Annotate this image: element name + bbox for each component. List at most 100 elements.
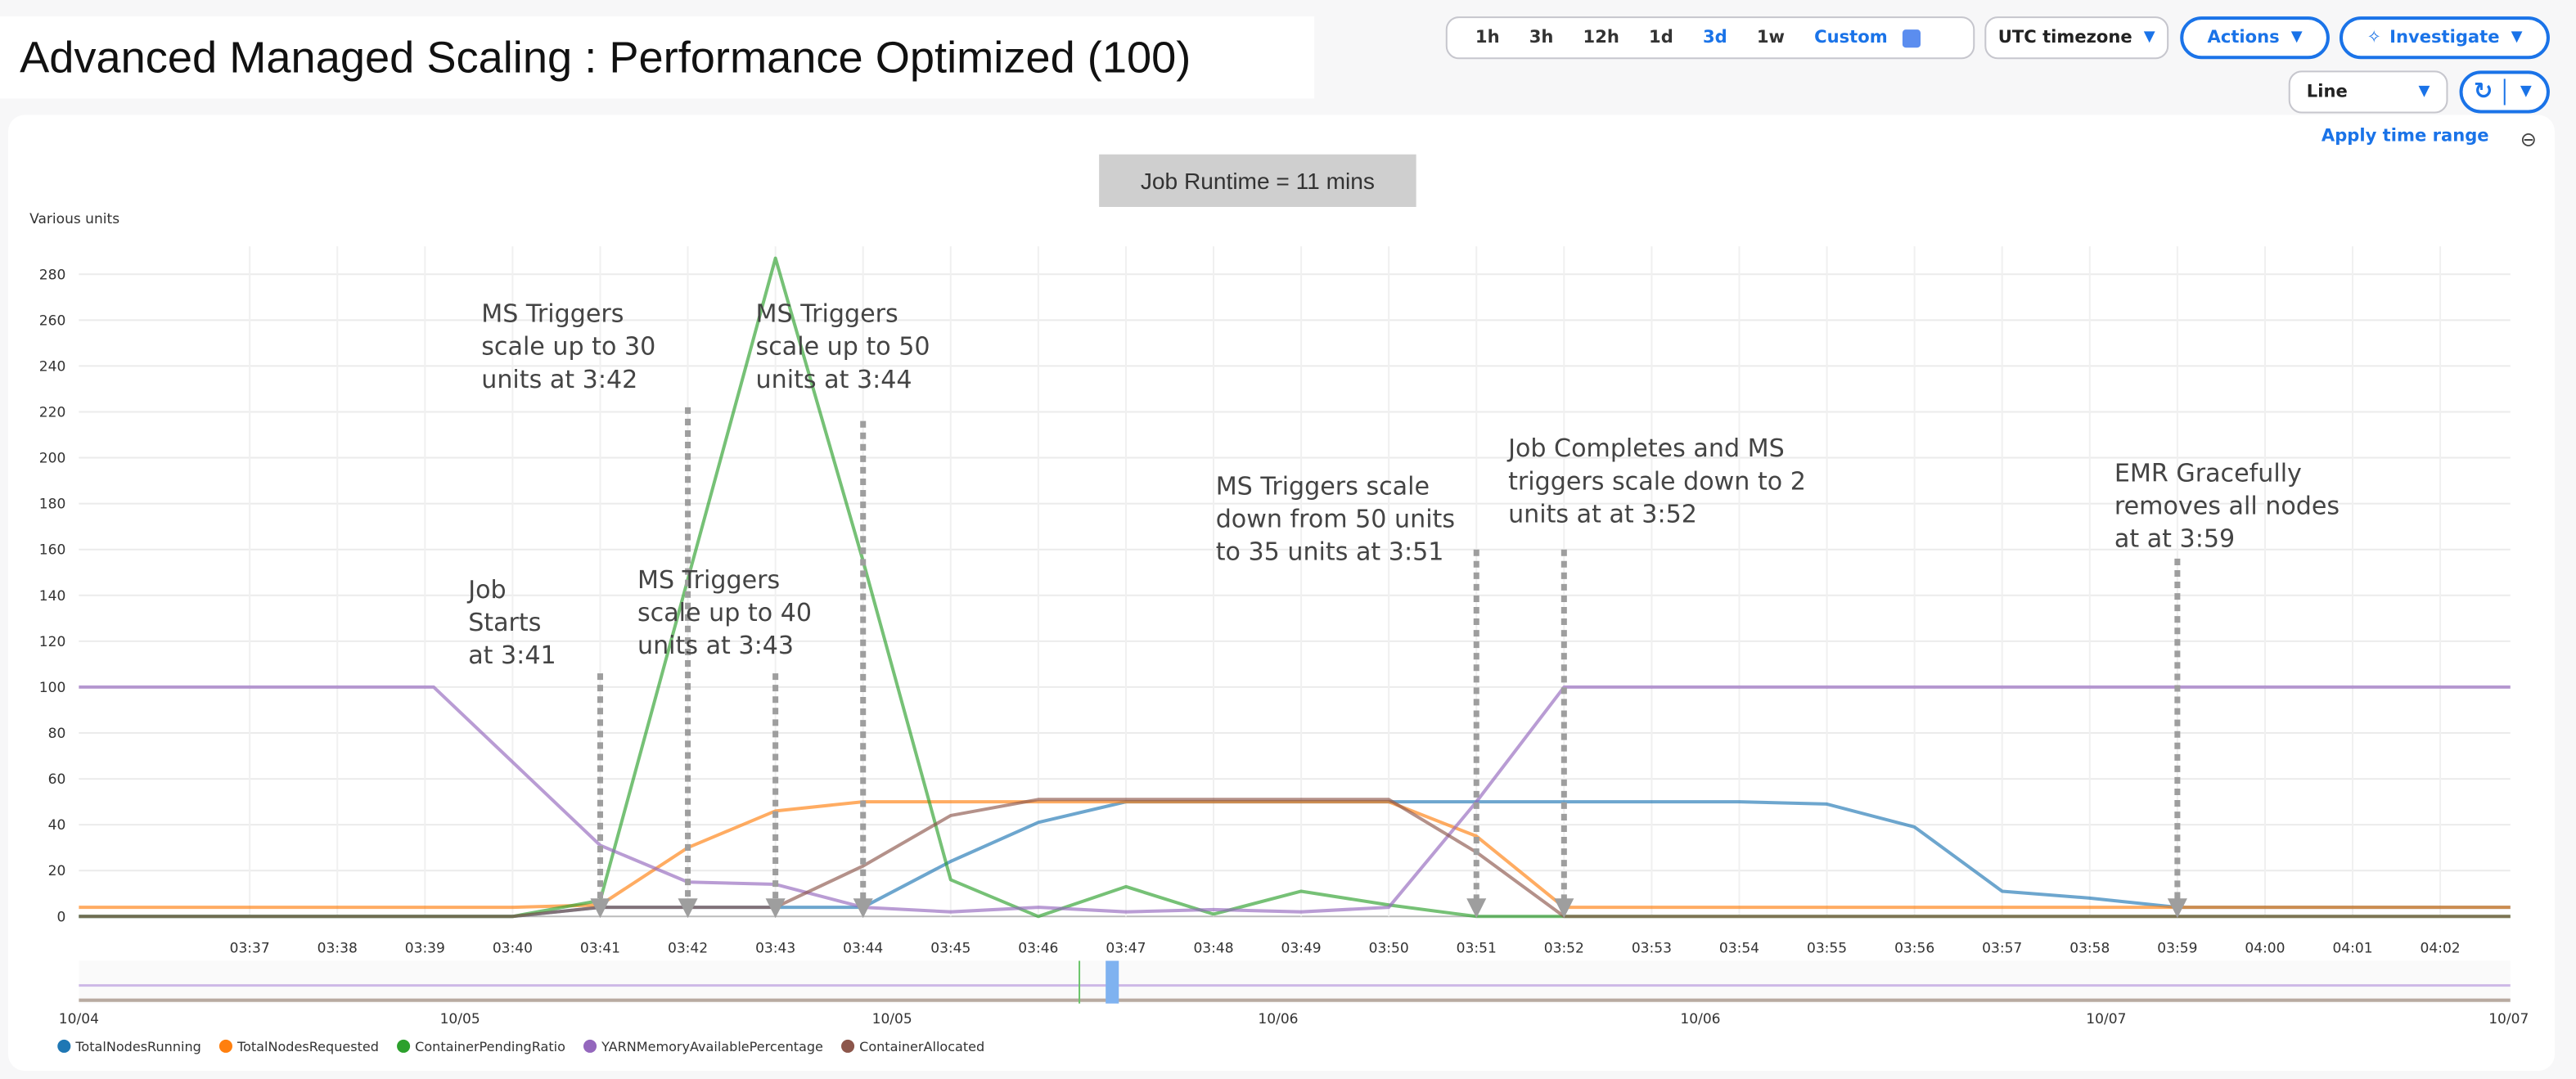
x-tick-label: 03:50 [1369,940,1409,956]
annotation-text: EMR Gracefully [2114,459,2302,488]
arrow-head-icon [2167,898,2187,919]
overview-date-label: 10/06 [1680,1011,1720,1027]
annotation-text: Job Completes and MS [1506,434,1785,463]
x-tick-label: 03:40 [493,940,533,956]
arrow-head-icon [1466,898,1487,919]
chart-type-select[interactable]: Line ▼ [2288,70,2448,114]
overview-strip[interactable] [79,960,2511,1004]
refresh-button-group[interactable]: ↻ ▼ [2459,70,2550,114]
overview-selection-handle[interactable] [1106,960,1119,1004]
y-tick-label: 60 [48,771,66,788]
annotation-text: scale up to 50 [756,333,930,362]
annotation-text: at at 3:59 [2114,525,2235,554]
time-range-1h[interactable]: 1h [1475,28,1500,48]
actions-button[interactable]: Actions ▼ [2180,16,2330,60]
y-tick-label: 280 [39,267,66,283]
x-tick-label: 03:52 [1544,940,1584,956]
legend-item-ContainerAllocated[interactable]: ContainerAllocated [859,1039,984,1054]
legend-marker-icon [583,1039,597,1053]
x-tick-label: 03:47 [1106,940,1146,956]
caret-down-icon: ▼ [2418,83,2430,101]
annotation-text: units at 3:42 [481,366,637,394]
time-range-1w[interactable]: 1w [1756,28,1786,48]
legend-marker-icon [397,1039,411,1053]
time-range-1d[interactable]: 1d [1649,28,1673,48]
x-tick-label: 04:02 [2421,940,2461,956]
timezone-dropdown[interactable]: UTC timezone ▼ [1984,16,2169,60]
y-tick-label: 0 [56,909,65,925]
legend-item-ContainerPendingRatio[interactable]: ContainerPendingRatio [415,1039,565,1054]
y-tick-label: 160 [39,542,66,559]
page-title: Advanced Managed Scaling : Performance O… [0,16,1315,99]
series-line-ContainerPendingRatio [79,256,2511,919]
timezone-label: UTC timezone [1997,28,2132,48]
arrow-head-icon [678,898,698,919]
x-tick-label: 03:45 [930,940,971,956]
arrow-head-icon [1554,898,1574,919]
annotation-text: MS Triggers [481,300,624,329]
x-tick-label: 03:44 [843,940,883,956]
y-tick-label: 220 [39,404,66,420]
overview-date-label: 10/04 [59,1011,99,1027]
overview-date-label: 10/07 [2488,1011,2529,1027]
y-tick-label: 20 [48,863,66,879]
annotation-text: down from 50 units [1216,505,1455,533]
x-tick-label: 03:53 [1632,940,1672,956]
y-tick-label: 180 [39,497,66,513]
job-runtime-label: Job Runtime = 11 mins [1099,154,1416,207]
time-range-selector[interactable]: 1h 3h 12h 1d 3d 1w Custom [1445,16,1975,60]
investigate-button[interactable]: ✧ Investigate ▼ [2339,16,2550,60]
series-line-TotalNodesRequested [79,800,2511,910]
annotation-text: triggers scale down to 2 [1508,467,1806,496]
refresh-icon[interactable]: ↻ [2463,79,2506,106]
time-range-3h[interactable]: 3h [1529,28,1554,48]
y-axis-label: Various units [29,211,119,227]
annotation-text: MS Triggers [637,566,780,595]
series-line-ContainerAllocated [79,798,2511,919]
x-tick-label: 03:58 [2069,940,2110,956]
x-tick-label: 03:38 [317,940,358,956]
arrow-head-icon [765,898,786,919]
x-tick-label: 03:59 [2157,940,2197,956]
caret-down-icon: ▼ [2290,29,2303,47]
series-line-TotalNodesRunning [79,800,2511,919]
time-range-3d[interactable]: 3d [1702,28,1727,48]
annotation-text: to 35 units at 3:51 [1216,538,1444,567]
time-range-custom[interactable]: Custom [1814,28,1888,48]
overview-date-label: 10/06 [1258,1011,1298,1027]
legend-item-TotalNodesRequested[interactable]: TotalNodesRequested [236,1039,379,1054]
legend-item-TotalNodesRunning[interactable]: TotalNodesRunning [74,1039,200,1054]
x-tick-label: 04:01 [2332,940,2372,956]
y-tick-label: 120 [39,634,66,650]
y-tick-label: 240 [39,358,66,375]
y-tick-label: 200 [39,451,66,467]
caret-down-icon: ▼ [2511,29,2523,47]
y-tick-label: 100 [39,680,66,696]
annotation-text: units at at 3:52 [1508,500,1697,528]
arrow-head-icon [590,898,610,919]
zoom-out-icon[interactable]: ⊖ [2520,128,2538,151]
apply-time-range-link[interactable]: Apply time range [2321,126,2489,146]
actions-label: Actions [2207,28,2280,48]
x-tick-label: 03:55 [1807,940,1847,956]
refresh-options-caret-icon[interactable]: ▼ [2520,83,2532,101]
time-range-12h[interactable]: 12h [1583,28,1619,48]
x-tick-label: 03:57 [1982,940,2022,956]
calendar-icon[interactable] [1902,29,1921,47]
legend-marker-icon [57,1039,71,1053]
annotation-text: scale up to 30 [481,333,655,362]
x-tick-label: 03:42 [668,940,708,956]
x-tick-label: 03:49 [1281,940,1322,956]
y-tick-label: 260 [39,312,66,329]
y-tick-label: 40 [48,817,66,834]
legend-item-YARNMemoryAvailablePercentage[interactable]: YARNMemoryAvailablePercentage [601,1039,823,1054]
x-tick-label: 03:51 [1457,940,1497,956]
investigate-label: Investigate [2389,28,2500,48]
caret-down-icon: ▼ [2143,29,2155,47]
x-tick-label: 03:39 [405,940,445,956]
overview-date-label: 10/07 [2086,1011,2126,1027]
x-tick-label: 03:37 [230,940,270,956]
annotation-text: at 3:41 [468,641,556,670]
y-tick-label: 80 [48,726,66,742]
